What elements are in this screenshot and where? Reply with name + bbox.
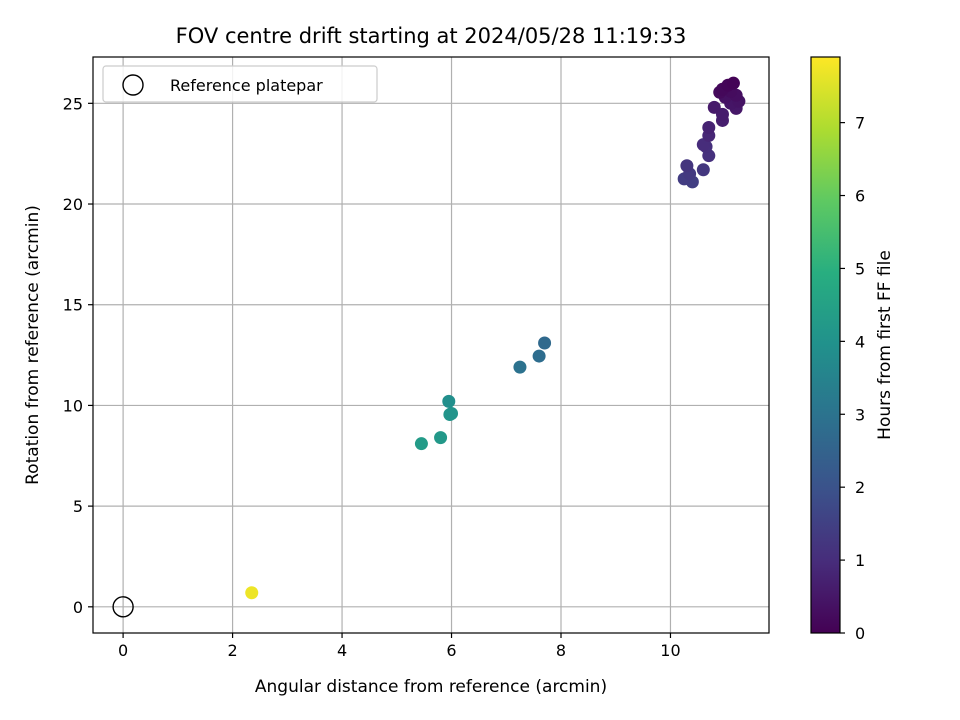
data-point: [442, 394, 456, 408]
y-tick-label: 15: [63, 296, 83, 315]
x-tick-label: 0: [118, 641, 128, 660]
x-tick-label: 2: [227, 641, 237, 660]
x-tick-label: 4: [337, 641, 347, 660]
colorbar-tick-label: 5: [855, 259, 865, 278]
colorbar-tick-label: 4: [855, 332, 865, 351]
colorbar-tick-label: 6: [855, 187, 865, 206]
data-point: [702, 120, 716, 134]
data-point: [538, 336, 552, 350]
data-point: [245, 586, 259, 600]
axes: 0 2 4 6 8 10 0 5 10 15 20 25: [63, 56, 770, 660]
data-point: [696, 163, 710, 177]
data-point: [726, 76, 740, 90]
y-tick-label: 20: [63, 195, 83, 214]
data-point: [414, 437, 428, 451]
grid: [93, 57, 769, 633]
scatter-points: [112, 76, 746, 618]
reference-marker: [112, 596, 134, 618]
legend-entry: Reference platepar: [170, 76, 323, 95]
y-tick-label: 25: [63, 94, 83, 113]
data-point: [513, 360, 527, 374]
data-point: [532, 349, 546, 363]
data-point: [434, 431, 448, 445]
colorbar: 0 1 2 3 4 5 6 7 Hours from first FF file: [810, 56, 895, 643]
x-tick-label: 8: [556, 641, 566, 660]
legend-box: [102, 65, 378, 103]
y-axis-label: Rotation from reference (arcmin): [23, 205, 43, 485]
y-tick-label: 0: [73, 598, 83, 617]
x-tick-label: 10: [660, 641, 680, 660]
colorbar-ticks: 0 1 2 3 4 5 6 7: [840, 114, 865, 643]
colorbar-tick-label: 1: [855, 551, 865, 570]
colorbar-tick-label: 3: [855, 405, 865, 424]
colorbar-gradient: [810, 56, 841, 634]
colorbar-tick-label: 7: [855, 114, 865, 133]
data-point: [680, 159, 694, 173]
plot-frame: [92, 56, 770, 634]
x-axis-label: Angular distance from reference (arcmin): [255, 677, 607, 697]
colorbar-tick-label: 2: [855, 478, 865, 497]
data-point: [707, 100, 721, 114]
chart-title: FOV centre drift starting at 2024/05/28 …: [176, 24, 687, 48]
y-tick-label: 5: [73, 497, 83, 516]
legend: Reference platepar: [102, 65, 378, 103]
colorbar-label: Hours from first FF file: [875, 250, 895, 440]
y-tick-label: 10: [63, 396, 83, 415]
x-tick-label: 6: [446, 641, 456, 660]
legend-marker: [122, 74, 144, 96]
colorbar-tick-label: 0: [855, 624, 865, 643]
data-point: [445, 406, 459, 420]
